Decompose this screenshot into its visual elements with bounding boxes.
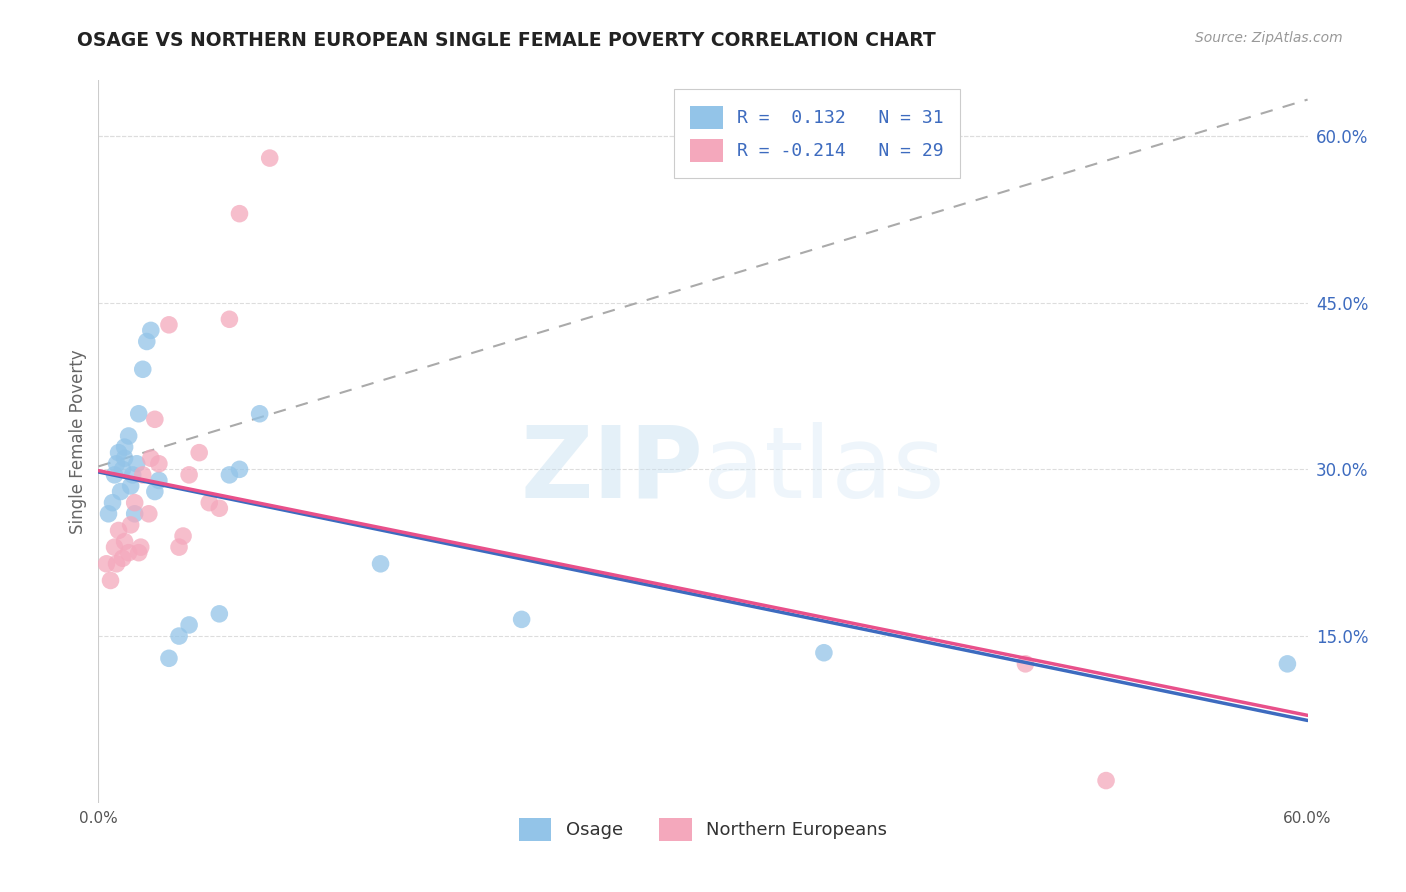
Point bbox=[1095, 773, 1118, 788]
Point bbox=[124, 507, 146, 521]
Point bbox=[121, 467, 143, 482]
Point bbox=[218, 312, 240, 326]
Point bbox=[111, 462, 134, 476]
Point bbox=[132, 467, 155, 482]
Point bbox=[198, 496, 221, 510]
Point bbox=[118, 546, 141, 560]
Text: ZIP: ZIP bbox=[520, 422, 703, 519]
Point bbox=[101, 496, 124, 510]
Point bbox=[124, 496, 146, 510]
Point bbox=[97, 507, 120, 521]
Point bbox=[96, 557, 118, 571]
Point bbox=[120, 479, 142, 493]
Point bbox=[111, 551, 134, 566]
Point bbox=[249, 407, 271, 421]
Point bbox=[103, 467, 125, 482]
Point bbox=[259, 151, 281, 165]
Point bbox=[510, 612, 533, 626]
Point bbox=[148, 457, 170, 471]
Point bbox=[228, 462, 250, 476]
Point bbox=[107, 524, 129, 538]
Point bbox=[167, 540, 190, 554]
Point bbox=[118, 429, 141, 443]
Point bbox=[105, 457, 128, 471]
Point bbox=[218, 467, 240, 482]
Point bbox=[167, 629, 190, 643]
Point bbox=[172, 529, 194, 543]
Point bbox=[157, 651, 180, 665]
Point bbox=[129, 540, 152, 554]
Point bbox=[143, 412, 166, 426]
Text: OSAGE VS NORTHERN EUROPEAN SINGLE FEMALE POVERTY CORRELATION CHART: OSAGE VS NORTHERN EUROPEAN SINGLE FEMALE… bbox=[77, 31, 936, 50]
Point bbox=[188, 445, 211, 459]
Point bbox=[135, 334, 157, 349]
Point bbox=[139, 323, 162, 337]
Point bbox=[228, 207, 250, 221]
Point bbox=[128, 546, 150, 560]
Point bbox=[208, 501, 231, 516]
Point bbox=[107, 445, 129, 459]
Point bbox=[114, 440, 136, 454]
Point bbox=[132, 362, 155, 376]
Legend: Osage, Northern Europeans: Osage, Northern Europeans bbox=[512, 810, 894, 848]
Point bbox=[128, 407, 150, 421]
Point bbox=[179, 467, 201, 482]
Point bbox=[1277, 657, 1299, 671]
Text: atlas: atlas bbox=[703, 422, 945, 519]
Point bbox=[110, 484, 132, 499]
Point bbox=[105, 557, 128, 571]
Point bbox=[114, 534, 136, 549]
Point bbox=[139, 451, 162, 466]
Point bbox=[813, 646, 835, 660]
Point bbox=[148, 474, 170, 488]
Point bbox=[125, 457, 148, 471]
Point bbox=[114, 451, 136, 466]
Point bbox=[103, 540, 125, 554]
Point bbox=[1014, 657, 1036, 671]
Point bbox=[157, 318, 180, 332]
Y-axis label: Single Female Poverty: Single Female Poverty bbox=[69, 350, 87, 533]
Point bbox=[100, 574, 122, 588]
Point bbox=[138, 507, 160, 521]
Point bbox=[120, 517, 142, 532]
Point bbox=[208, 607, 231, 621]
Point bbox=[179, 618, 201, 632]
Point bbox=[143, 484, 166, 499]
Text: Source: ZipAtlas.com: Source: ZipAtlas.com bbox=[1195, 31, 1343, 45]
Point bbox=[370, 557, 392, 571]
